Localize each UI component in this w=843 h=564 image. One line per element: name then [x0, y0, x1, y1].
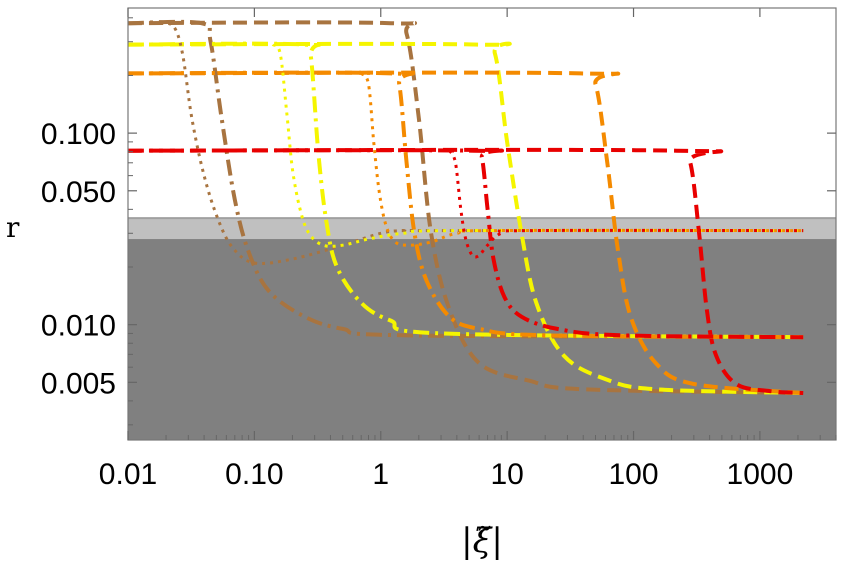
- excluded-region: [128, 239, 836, 440]
- x-tick-label: 1000: [727, 458, 794, 491]
- series-orange-dashed: [128, 70, 804, 395]
- series-red-dashdot: [128, 148, 804, 340]
- y-axis-label: r: [6, 211, 20, 244]
- series-brown-dotted: [159, 21, 804, 266]
- y-tick-label: 0.100: [41, 118, 116, 151]
- x-tick-label: 0.01: [99, 458, 157, 491]
- x-tick-label: 10: [490, 458, 523, 491]
- shaded-regions: [128, 217, 836, 440]
- y-tick-label: 0.010: [41, 310, 116, 343]
- plot-frame: [127, 7, 837, 441]
- x-tick-label: 100: [608, 458, 658, 491]
- series-layer: [128, 19, 804, 395]
- x-tick-label: 1: [372, 458, 389, 491]
- series-brown-dashed: [128, 20, 804, 395]
- band-region: [128, 218, 836, 240]
- series-yellow-dashdot: [128, 41, 804, 340]
- series-red-dotted: [448, 149, 804, 259]
- ticks: 0.01 0.10 1 10 100 1000 0.005 0.010 0.050 0.100: [41, 8, 837, 491]
- y-tick-label: 0.005: [41, 367, 116, 400]
- series-orange-dotted: [359, 72, 804, 247]
- series-red-dashed: [128, 147, 804, 395]
- series-brown-dashdot: [128, 19, 804, 340]
- x-axis-label: |ξ̃|: [461, 521, 503, 561]
- y-tick-label: 0.050: [41, 176, 116, 209]
- series-orange-dashdot: [128, 70, 804, 340]
- x-tick-label: 0.10: [225, 458, 283, 491]
- series-yellow-dotted: [271, 43, 804, 248]
